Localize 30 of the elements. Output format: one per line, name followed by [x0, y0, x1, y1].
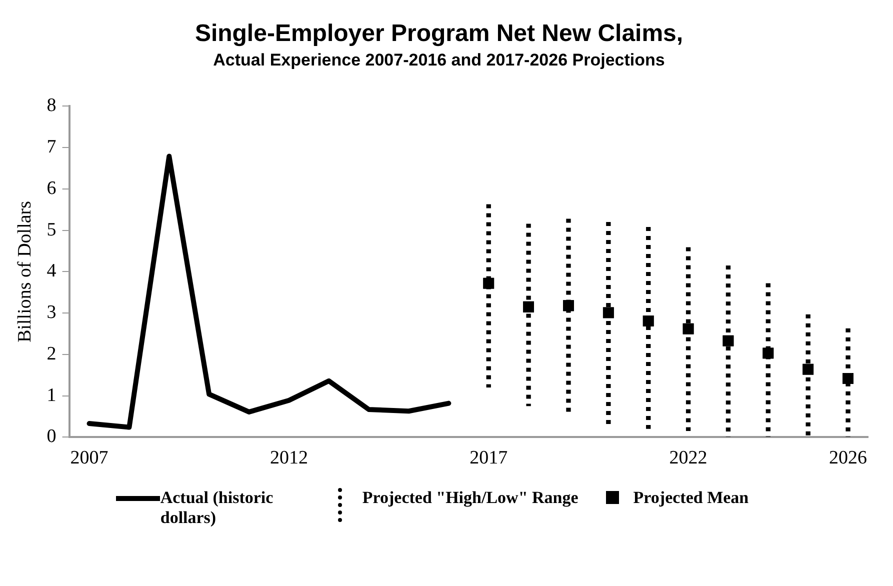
y-tick-label: 0	[46, 426, 56, 448]
legend-label: Actual (historic dollars)	[160, 488, 274, 528]
chart-title: Single-Employer Program Net New Claims,	[194, 20, 684, 48]
chart-subtitle: Actual Experience 2007-2016 and 2017-2026 Projections	[213, 50, 665, 70]
y-tick-label: 1	[46, 384, 56, 406]
y-tick-label: 7	[46, 136, 56, 158]
y-tick-label: 4	[46, 260, 57, 282]
point	[842, 373, 854, 384]
y-tick-label: 2	[46, 343, 56, 364]
point	[682, 323, 694, 334]
point	[602, 307, 614, 318]
point	[483, 278, 494, 289]
x-tick-label: 2012	[270, 448, 308, 469]
point	[802, 364, 814, 375]
point	[563, 300, 574, 312]
legend-label: Projected Mean	[633, 488, 749, 508]
y-tick-label: 6	[46, 178, 56, 199]
point	[722, 335, 734, 346]
x-tick-label: 2007	[70, 448, 108, 469]
x-tick-label: 2017	[470, 448, 508, 469]
point	[762, 348, 774, 359]
y-tick-label: 8	[46, 95, 56, 116]
y-axis-title: Billions of Dollars	[14, 200, 36, 342]
legend-label: Projected "High/Low" Range	[362, 488, 578, 508]
y-tick-label: 3	[46, 302, 56, 324]
point	[523, 301, 534, 312]
y-tick-label: 5	[46, 219, 56, 240]
x-tick-label: 2022	[669, 448, 708, 469]
x-tick-label: 2026	[829, 448, 868, 469]
point	[642, 315, 654, 326]
